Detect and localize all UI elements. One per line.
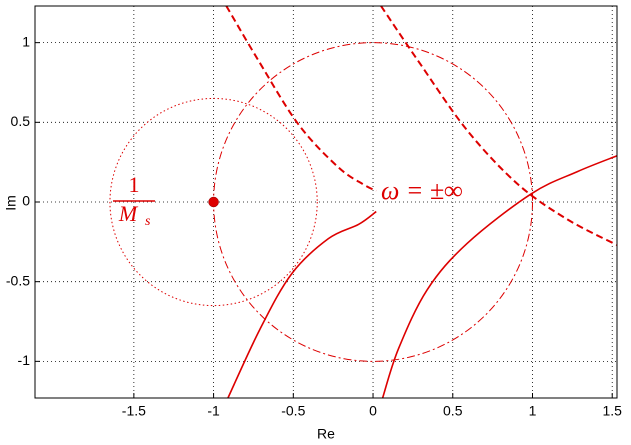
- point: [208, 196, 219, 208]
- annotation-denominator: M: [118, 201, 139, 226]
- x-tick-label: 1: [529, 403, 537, 419]
- annotation-omega: ω = ±∞: [381, 176, 463, 205]
- x-tick-label: 1.5: [602, 403, 622, 419]
- circle: [109, 97, 318, 307]
- y-tick-label: -1: [18, 352, 31, 368]
- x-tick-label: 0.5: [443, 403, 463, 419]
- y-tick-label: 0.5: [11, 113, 31, 129]
- plot-area: [109, 6, 617, 398]
- curve: [381, 155, 617, 398]
- y-tick-label: 1: [22, 33, 30, 49]
- y-axis-label: Im: [3, 195, 19, 211]
- curve: [227, 210, 377, 398]
- x-tick-label: -1: [207, 403, 220, 419]
- y-tick-label: 0: [22, 193, 30, 209]
- curve: [225, 6, 377, 192]
- x-tick-label: 0: [369, 403, 377, 419]
- x-axis-label: Re: [317, 426, 335, 442]
- annotation-numerator: 1: [129, 172, 140, 197]
- annotation-subscript: s: [145, 214, 151, 229]
- x-tick-label: -1.5: [122, 403, 146, 419]
- y-tick-label: -0.5: [6, 272, 30, 288]
- axes-box: [34, 5, 618, 399]
- x-tick-label: -0.5: [281, 403, 305, 419]
- curve: [380, 6, 617, 246]
